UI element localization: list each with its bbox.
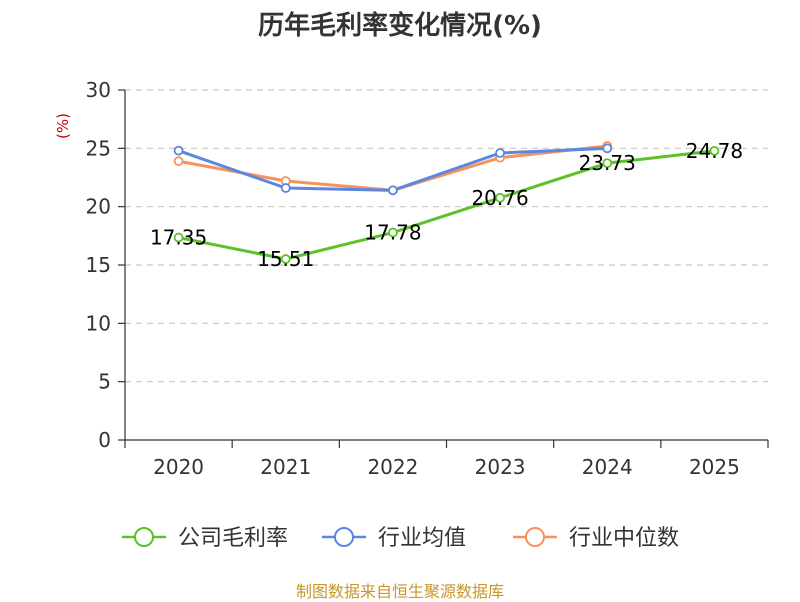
data-point <box>388 185 398 196</box>
data-label: 15.51 <box>257 247 314 271</box>
data-point <box>495 148 505 158</box>
data-point <box>173 232 184 243</box>
y-tick-label: 30 <box>86 78 111 102</box>
y-tick-label: 0 <box>98 428 111 452</box>
data-label: 24.78 <box>686 139 743 163</box>
series-line <box>178 149 715 261</box>
data-labels: 17.35 15.51 17.78 20.76 23.73 24.78 <box>150 139 743 271</box>
series-lines <box>173 141 720 264</box>
y-tick-label: 15 <box>86 253 111 277</box>
x-tick-label: 2023 <box>475 455 526 479</box>
y-tick-label: 20 <box>86 195 111 219</box>
gridlines <box>125 89 768 383</box>
data-label: 20.76 <box>471 186 528 210</box>
data-label: 23.73 <box>579 151 636 175</box>
x-tick-label: 2024 <box>582 455 633 479</box>
data-label: 17.78 <box>364 221 421 245</box>
y-tick-label: 5 <box>98 370 111 394</box>
legend-marker-icon <box>334 527 354 547</box>
legend[interactable]: 公司毛利率 行业均值 行业中位数 <box>122 526 679 551</box>
legend-marker-icon <box>525 527 545 547</box>
data-point <box>602 143 613 154</box>
data-label: 17.35 <box>150 226 207 250</box>
legend-label: 公司毛利率 <box>178 526 288 551</box>
y-tick-label: 10 <box>86 311 111 335</box>
data-point <box>173 145 184 156</box>
legend-label: 行业中位数 <box>569 526 679 551</box>
y-tick-label: 25 <box>86 136 111 160</box>
data-point <box>280 254 291 264</box>
data-point <box>388 227 398 238</box>
y-axis-unit-label: (%) <box>54 113 72 139</box>
legend-marker-icon <box>134 527 154 547</box>
x-tick-label: 2021 <box>260 455 311 479</box>
legend-item[interactable]: 行业中位数 <box>513 526 679 551</box>
source-note: 制图数据来自恒生聚源数据库 <box>295 582 504 601</box>
legend-item[interactable]: 公司毛利率 <box>122 526 288 551</box>
data-point <box>495 192 505 203</box>
data-point <box>709 145 720 156</box>
data-point <box>173 156 184 167</box>
chart-title: 历年毛利率变化情况(%) <box>258 11 542 41</box>
data-point <box>280 183 291 193</box>
x-tick-label: 2020 <box>153 455 204 479</box>
legend-item[interactable]: 行业均值 <box>322 526 466 551</box>
data-point <box>602 158 613 169</box>
legend-label: 行业均值 <box>378 526 466 551</box>
x-tick-label: 2022 <box>367 455 418 479</box>
x-tick-label: 2025 <box>689 455 740 479</box>
